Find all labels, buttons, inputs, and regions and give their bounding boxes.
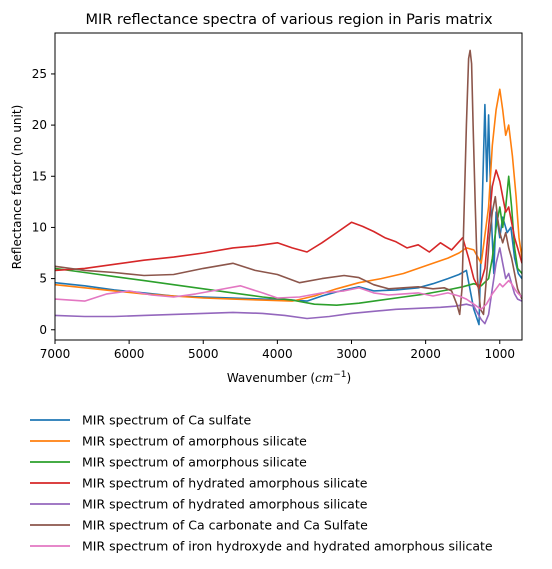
y-axis: 0 5 10 15 20 25 [32,67,55,337]
y-tick-label: 20 [32,118,47,132]
y-tick-label: 0 [39,323,47,337]
legend: MIR spectrum of Ca sulfate MIR spectrum o… [30,413,493,554]
legend-label-7: MIR spectrum of iron hydroxyde and hydra… [82,539,493,554]
x-tick-label: 6000 [114,347,145,361]
y-tick-label: 15 [32,169,47,183]
legend-label-5: MIR spectrum of hydrated amorphous silic… [82,497,368,512]
y-tick-label: 10 [32,220,47,234]
x-tick-label: 1000 [484,347,515,361]
series-line-6 [55,49,522,316]
legend-label-1: MIR spectrum of Ca sulfate [82,413,252,428]
y-tick-label: 5 [39,272,47,286]
series-line-2 [55,88,522,302]
series-line-7 [55,279,522,311]
x-tick-label: 5000 [188,347,219,361]
legend-label-4: MIR spectrum of hydrated amorphous silic… [82,476,368,491]
series-line-5 [55,247,522,325]
x-tick-label: 4000 [262,347,293,361]
legend-label-6: MIR spectrum of Ca carbonate and Ca Sulf… [82,518,368,533]
x-axis: 7000 6000 5000 4000 3000 2000 1000 [40,340,515,361]
legend-label-2: MIR spectrum of amorphous silicate [82,434,307,449]
y-tick-label: 25 [32,67,47,81]
x-tick-label: 7000 [40,347,71,361]
plot-area [54,32,523,341]
series-line-4 [55,169,522,290]
chart-title: MIR reflectance spectra of various regio… [85,12,492,28]
legend-label-3: MIR spectrum of amorphous silicate [82,455,307,470]
x-axis-label: Wavenumber (cm−1) [227,370,351,385]
axes-frame [54,32,523,341]
series-layer [55,49,522,326]
series-line-3 [55,175,522,306]
x-tick-label: 3000 [336,347,367,361]
x-tick-label: 2000 [410,347,441,361]
y-axis-label: Reflectance factor (no unit) [10,105,24,270]
